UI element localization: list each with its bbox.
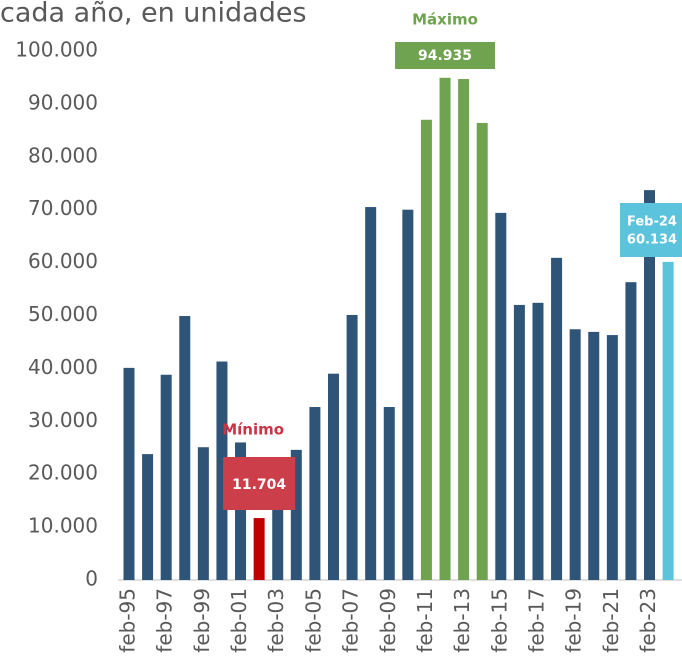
x-tick-label: feb-13 (450, 588, 474, 653)
y-tick-label: 30.000 (28, 408, 98, 432)
bar (142, 454, 154, 580)
max-value-label: 94.935 (418, 48, 472, 64)
bar (235, 442, 247, 580)
bar (644, 190, 656, 580)
bar (290, 449, 302, 580)
max-box (395, 42, 496, 69)
bar (272, 508, 284, 580)
bar (160, 374, 172, 580)
max-label: Máximo (412, 11, 478, 29)
bar (309, 407, 321, 580)
x-tick-label: feb-09 (376, 588, 400, 653)
bar (439, 77, 451, 580)
bar (327, 373, 339, 580)
bar (123, 367, 135, 580)
bar (513, 304, 525, 580)
bar (495, 212, 507, 580)
last-value-label: 60.134 (627, 233, 677, 248)
y-tick-label: 90.000 (28, 90, 98, 114)
y-tick-label: 60.000 (28, 249, 98, 273)
bar (365, 207, 377, 580)
x-tick-label: feb-15 (487, 588, 511, 653)
x-tick-label: feb-19 (562, 588, 586, 653)
bar (402, 209, 414, 580)
bar (253, 518, 265, 580)
bar (216, 361, 228, 580)
bar (662, 261, 674, 580)
x-tick-label: feb-01 (227, 588, 251, 653)
y-tick-label: 10.000 (28, 514, 98, 538)
min-label: Mínimo (222, 421, 284, 439)
last-label: Feb-24 (627, 215, 677, 230)
bar (625, 282, 637, 580)
bar (179, 316, 191, 580)
x-tick-label: feb-11 (413, 588, 437, 653)
bar (458, 79, 470, 581)
bar (383, 407, 395, 580)
y-tick-label: 40.000 (28, 355, 98, 379)
x-tick-label: feb-97 (153, 588, 177, 653)
bar (420, 119, 432, 581)
x-tick-label: feb-07 (339, 588, 363, 653)
y-tick-label: 0 (85, 567, 98, 591)
bar (588, 331, 600, 580)
bar (346, 314, 358, 580)
min-value-label: 11.704 (232, 477, 286, 493)
y-tick-label: 80.000 (28, 143, 98, 167)
y-tick-label: 100.000 (15, 38, 98, 62)
y-tick-label: 20.000 (28, 461, 98, 485)
min-box (223, 457, 296, 510)
last-box (620, 203, 682, 257)
bar (476, 122, 488, 580)
bar (551, 257, 563, 580)
x-tick-label: feb-05 (301, 588, 325, 653)
x-tick-label: feb-23 (636, 588, 660, 653)
chart-title: cada año, en unidades (0, 0, 307, 29)
bar (569, 329, 581, 580)
x-tick-label: feb-95 (116, 588, 140, 653)
bar (532, 302, 544, 580)
x-tick-label: feb-99 (190, 588, 214, 653)
bar (606, 335, 618, 580)
y-tick-label: 70.000 (28, 196, 98, 220)
x-tick-label: feb-21 (599, 588, 623, 653)
bar (197, 447, 209, 580)
x-tick-label: feb-03 (264, 588, 288, 653)
y-tick-label: 50.000 (28, 302, 98, 326)
x-tick-label: feb-17 (524, 588, 548, 653)
